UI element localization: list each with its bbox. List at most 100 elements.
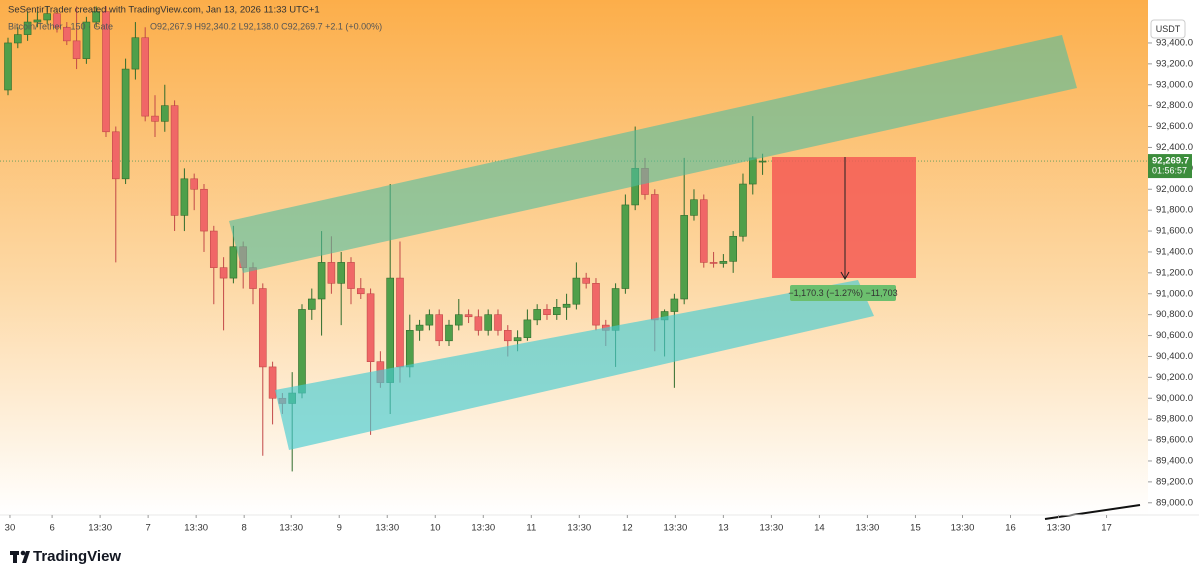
candle-body: [405, 330, 414, 368]
candle-body: [13, 34, 22, 44]
candle-body: [543, 309, 551, 315]
candle-body: [121, 68, 130, 180]
candle-body: [503, 330, 512, 342]
x-tick-label: 13:30: [279, 523, 303, 534]
candle-body: [709, 262, 718, 264]
x-tick-label: 13:30: [663, 523, 687, 534]
candle-body: [258, 288, 267, 368]
candle-body: [739, 183, 747, 237]
x-tick-label: 13:30: [760, 523, 784, 534]
candle-body: [572, 277, 581, 305]
candle-body: [141, 37, 149, 117]
candle-body: [92, 11, 100, 23]
y-tick-label: 91,400.0: [1156, 246, 1193, 257]
upper-channel: [229, 35, 1077, 273]
x-tick-label: 12: [622, 523, 633, 534]
countdown: 01:56:57: [1152, 165, 1187, 175]
candle-body: [298, 309, 306, 394]
brand-logo: [10, 550, 30, 563]
last-price-box: [1148, 154, 1192, 179]
y-tick-label: 91,600.0: [1156, 226, 1193, 237]
candle-body: [180, 178, 189, 216]
measure-arrow-head: [840, 271, 850, 281]
candle-body: [552, 307, 561, 315]
y-tick-label: 89,600.0: [1156, 435, 1193, 446]
y-tick-label: 91,200.0: [1156, 267, 1193, 278]
candle-body: [611, 288, 620, 331]
candle-body: [435, 314, 443, 342]
candle-body: [151, 115, 159, 122]
candle-body: [317, 262, 326, 300]
currency-box[interactable]: [1150, 19, 1186, 39]
candle-body: [680, 215, 688, 300]
candle-body: [670, 298, 679, 312]
candle-body: [170, 105, 179, 216]
x-tick-label: 8: [242, 523, 247, 534]
candle-body: [307, 298, 316, 310]
candle-body: [484, 314, 492, 331]
x-tick-label: 30: [5, 523, 16, 534]
x-tick-label: 13:30: [1047, 523, 1071, 534]
x-tick-label: 13:30: [567, 523, 591, 534]
candle-body: [229, 246, 238, 279]
candle-body: [347, 262, 355, 289]
candle-body: [386, 277, 394, 383]
candle-body: [729, 235, 737, 262]
candle-body: [43, 13, 51, 21]
x-tick-label: 13:30: [375, 523, 399, 534]
candle-body: [190, 178, 198, 190]
candle-body: [758, 160, 767, 163]
price-axis-background: [1148, 0, 1199, 515]
y-tick-label: 89,400.0: [1156, 455, 1193, 466]
x-tick-label: 10: [430, 523, 441, 534]
y-tick-label: 90,800.0: [1156, 309, 1193, 320]
measure-label: −1,170.3 (−1.27%) −11,703: [788, 288, 897, 298]
ohlc: O92,267.9 H92,340.2 L92,138.0 C92,269.7 …: [150, 21, 382, 31]
candle-body: [719, 261, 728, 264]
y-tick-label: 91,800.0: [1156, 205, 1193, 216]
candle-body: [533, 309, 541, 321]
candle-body: [425, 314, 434, 326]
y-tick-label: 90,200.0: [1156, 372, 1193, 383]
x-tick-label: 6: [49, 523, 54, 534]
x-tick-label: 13:30: [184, 523, 208, 534]
y-tick-label: 91,000.0: [1156, 288, 1193, 299]
candle-body: [102, 11, 110, 133]
candle-body: [650, 194, 659, 321]
x-tick-label: 7: [145, 523, 150, 534]
candle-body: [23, 21, 32, 35]
candle-body: [131, 37, 140, 70]
candle-body: [53, 13, 61, 28]
candle-body: [454, 314, 463, 326]
currency[interactable]: USDT: [1156, 24, 1181, 34]
candle-body: [592, 283, 600, 326]
y-tick-label: 90,400.0: [1156, 351, 1193, 362]
y-tick-label: 92,400.0: [1156, 142, 1193, 153]
measure-label-box: [790, 285, 896, 301]
candle-body: [268, 366, 277, 399]
candle-body: [513, 337, 522, 342]
x-tick-label: 9: [337, 523, 342, 534]
trend-line: [1044, 504, 1141, 520]
candle-body: [621, 204, 630, 289]
measure-box: [772, 157, 916, 278]
y-tick-label: 92,000.0: [1156, 184, 1193, 195]
y-tick-label: 89,200.0: [1156, 476, 1193, 487]
lower-channel: [275, 280, 874, 450]
candle-body: [396, 277, 404, 368]
y-tick-label: 89,000.0: [1156, 497, 1193, 508]
candle-body: [690, 199, 698, 216]
x-tick-label: 13:30: [951, 523, 975, 534]
candle-body: [209, 230, 218, 268]
x-tick-label: 13:30: [471, 523, 495, 534]
x-tick-label: 17: [1101, 523, 1112, 534]
y-tick-label: 92,600.0: [1156, 121, 1193, 132]
candle-body: [82, 21, 91, 59]
x-tick-label: 13:30: [856, 523, 880, 534]
candle-body: [111, 131, 120, 180]
candle-body: [337, 262, 345, 284]
candle-body: [160, 105, 169, 122]
y-tick-label: 93,000.0: [1156, 79, 1193, 90]
y-tick-label: 90,600.0: [1156, 330, 1193, 341]
